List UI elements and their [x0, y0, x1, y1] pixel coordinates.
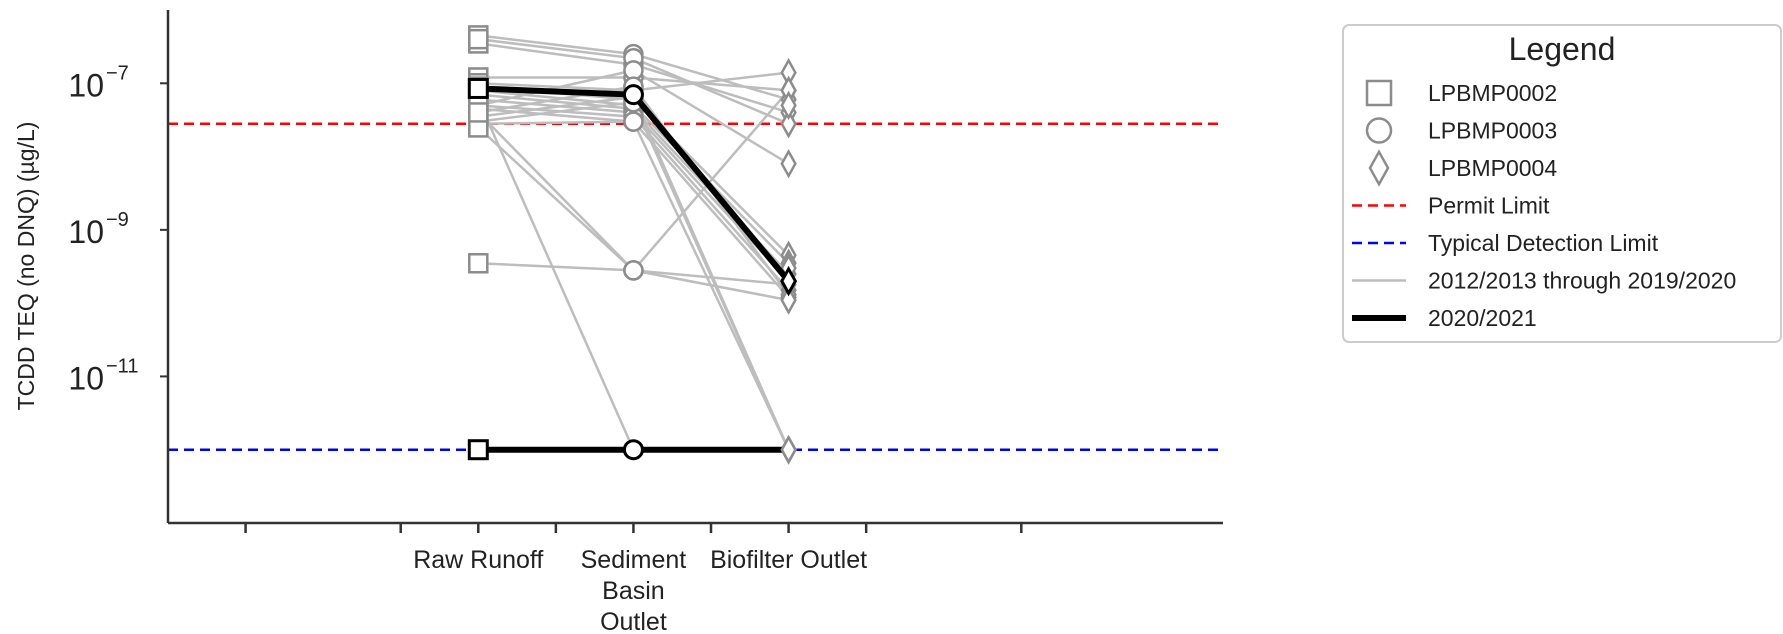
legend-item-2-marker	[1368, 149, 1390, 187]
y-tick-label-base-1: 10	[68, 214, 104, 250]
y-axis-label: TCDD TEQ (no DNQ) (µg/L)	[13, 122, 39, 411]
historical-point-18-2	[780, 148, 797, 179]
highlight-point-0-1	[622, 84, 644, 106]
legend-item-3-label: Permit Limit	[1428, 193, 1550, 219]
highlight-point-1-0	[467, 439, 489, 461]
legend: Legend LPBMP0002 LPBMP0003 LPBMP0004 Permit …	[1342, 24, 1782, 343]
y-tick-label-exponent-0: −7	[106, 62, 129, 84]
x-tick-label-1-line-2: Outlet	[600, 608, 667, 634]
historical-point-17-2	[780, 285, 797, 315]
legend-item-4-label: Typical Detection Limit	[1428, 230, 1659, 256]
legend-item-5-label: 2012/2013 through 2019/2020	[1428, 268, 1736, 294]
y-tick-label-exponent-2: −11	[106, 355, 138, 377]
highlight-point-1-2	[780, 434, 797, 465]
x-tick-label-2: Biofilter Outlet	[710, 546, 867, 574]
legend-box	[1342, 24, 1782, 343]
historical-point-19-1	[623, 260, 644, 281]
highlight-point-0-2	[780, 265, 798, 297]
legend-item-2-label: LPBMP0004	[1428, 155, 1557, 181]
legend-item-6-label: 2020/2021	[1428, 305, 1537, 331]
historical-point-2-0	[468, 28, 489, 50]
x-tick-label-0: Raw Runoff	[413, 546, 543, 574]
y-tick-label-exponent-1: −9	[106, 209, 129, 231]
historical-point-14-1	[623, 111, 644, 132]
y-tick-label-base-0: 10	[68, 67, 104, 103]
historical-point-2-2	[780, 109, 797, 139]
historical-point-17-0	[468, 253, 489, 274]
plot-area	[168, 25, 1223, 465]
x-tick-label-1-line-1: Basin	[602, 577, 665, 605]
legend-item-1-marker	[1365, 117, 1393, 144]
legend-title: Legend	[1509, 31, 1616, 67]
axes: TCDD TEQ (no DNQ) (µg/L) Raw Runoff Sedim…	[13, 10, 1223, 634]
legend-item-0-marker	[1365, 79, 1393, 107]
x-tick-label-1-line-0: Sediment	[581, 546, 687, 574]
y-tick-label-base-2: 10	[68, 360, 104, 396]
highlight-point-0-0	[467, 77, 489, 99]
legend-item-0-label: LPBMP0002	[1428, 80, 1557, 106]
legend-item-1-label: LPBMP0003	[1428, 118, 1557, 144]
historical-extra-point-0	[780, 90, 797, 121]
historical-point-19-0	[468, 102, 489, 123]
highlight-point-1-1	[622, 439, 644, 461]
